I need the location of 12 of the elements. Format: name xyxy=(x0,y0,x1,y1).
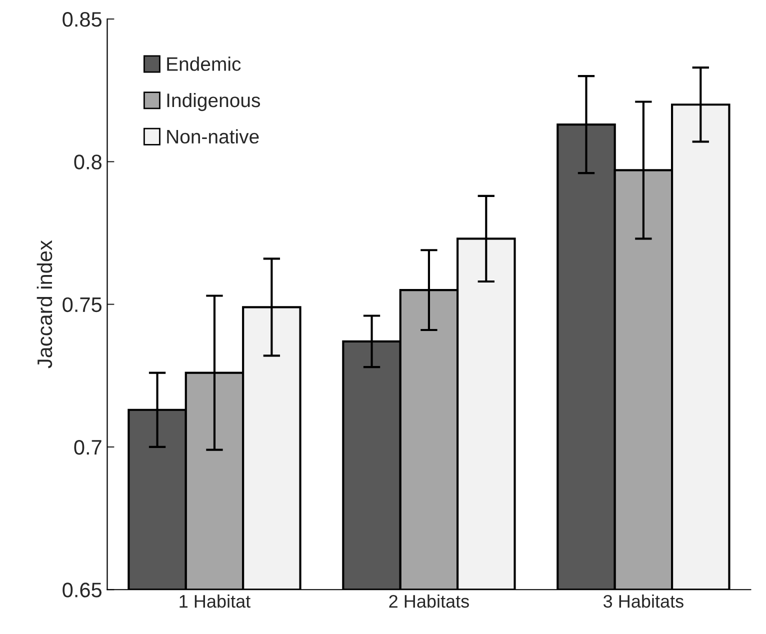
legend-label: Endemic xyxy=(167,56,241,71)
x-tick-label: 2 Habitats xyxy=(389,594,469,608)
y-tick-label: 0.8 xyxy=(74,154,102,170)
legend-label: Indigenous xyxy=(167,92,260,112)
y-tick-label: 0.65 xyxy=(62,582,102,598)
y-axis-title: Jaccard index xyxy=(36,240,52,368)
y-tick-label: 0.7 xyxy=(74,440,102,455)
x-tick-label: 3 Habitats xyxy=(603,594,684,608)
legend-label: Non-native xyxy=(167,129,259,144)
x-tick-label: 1 Habitat xyxy=(180,594,250,608)
y-tick-label: 0.85 xyxy=(62,12,102,27)
y-tick-label: 0.75 xyxy=(62,297,102,312)
